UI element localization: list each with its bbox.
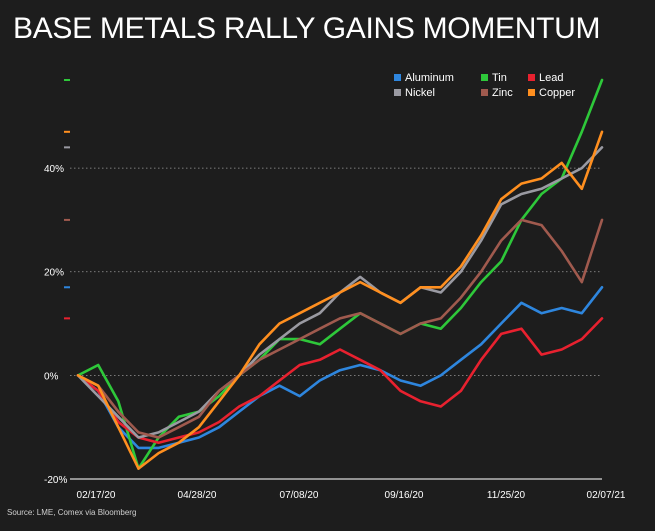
x-tick-label: 04/28/20: [178, 490, 217, 501]
chart-title: BASE METALS RALLY GAINS MOMENTUM: [13, 12, 601, 45]
legend-swatch-aluminum: [394, 74, 401, 81]
legend-label-lead: Lead: [539, 71, 564, 84]
y-tick-label: 20%: [44, 268, 64, 279]
legend-label-aluminum: Aluminum: [405, 71, 454, 84]
legend-item-copper: Copper: [528, 86, 608, 99]
y-axis-labels: -20% 0% 20% 40%: [44, 164, 67, 486]
x-axis-labels: 02/17/20 04/28/20 07/08/20 09/16/20 11/25/20…: [77, 490, 626, 501]
legend-item-nickel: Nickel: [394, 86, 481, 99]
legend-label-tin: Tin: [492, 71, 507, 84]
legend-item-lead: Lead: [528, 71, 608, 84]
series-lines: [76, 78, 604, 470]
grid-lines: [70, 167, 602, 480]
y-tick-label: -20%: [44, 475, 67, 486]
legend-label-copper: Copper: [539, 86, 576, 99]
legend-swatch-lead: [528, 74, 535, 81]
legend-item-aluminum: Aluminum: [394, 71, 481, 84]
series-line-lead: [76, 317, 604, 445]
legend-swatch-copper: [528, 89, 535, 96]
x-tick-label: 02/07/21: [587, 490, 626, 501]
legend-label-zinc: Zinc: [492, 86, 513, 99]
end-markers: [64, 79, 70, 320]
source-note: Source: LME, Comex via Bloomberg: [7, 508, 137, 517]
legend-swatch-tin: [481, 74, 488, 81]
series-line-copper: [76, 130, 604, 470]
legend-label-nickel: Nickel: [405, 86, 435, 99]
legend-item-zinc: Zinc: [481, 86, 528, 99]
legend-swatch-zinc: [481, 89, 488, 96]
y-tick-label: 40%: [44, 164, 64, 175]
legend-item-tin: Tin: [481, 71, 528, 84]
series-line-zinc: [76, 218, 604, 439]
y-tick-label: 0%: [44, 371, 59, 382]
series-line-aluminum: [76, 285, 604, 450]
x-tick-label: 09/16/20: [385, 490, 424, 501]
x-tick-label: 07/08/20: [280, 490, 319, 501]
legend-swatch-nickel: [394, 89, 401, 96]
x-tick-label: 02/17/20: [77, 490, 116, 501]
series-line-tin: [76, 78, 604, 470]
x-tick-label: 11/25/20: [487, 490, 526, 501]
legend: Aluminum Tin Lead Nickel Zinc Copper: [394, 71, 614, 99]
